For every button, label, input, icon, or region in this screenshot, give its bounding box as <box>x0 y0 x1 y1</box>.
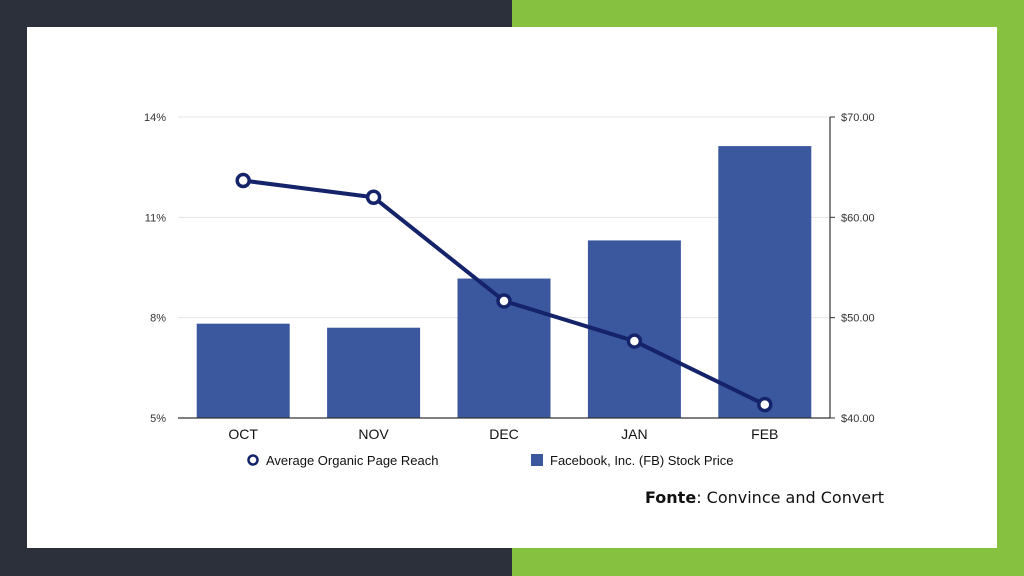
y-left-tick-label: 11% <box>145 212 166 224</box>
y-right-tick-label: $60.00 <box>841 212 875 224</box>
legend-line-label: Average Organic Page Reach <box>266 453 438 468</box>
line-point <box>757 396 773 413</box>
x-tick-label: OCT <box>228 426 258 442</box>
x-tick-label: DEC <box>489 426 519 442</box>
line-point <box>365 189 382 206</box>
source-caption: Fonte: Convince and Convert <box>645 488 884 507</box>
line-point <box>235 172 251 189</box>
legend-bar-label: Facebook, Inc. (FB) Stock Price <box>550 453 734 468</box>
bar <box>327 327 421 418</box>
y-left-tick-label: 5% <box>150 413 166 425</box>
source-text: : Convince and Convert <box>696 488 884 507</box>
slide-card: 14% 11% 8% 5% $70.00 $60.00 $50.00 $40.00 OCT NOV… <box>27 27 997 548</box>
y-left-tick-label: 8% <box>150 313 166 325</box>
bar <box>587 240 681 418</box>
y-right-tick-label: $40.00 <box>841 413 875 425</box>
legend-bar-marker <box>531 454 543 466</box>
legend-line-marker <box>247 454 259 466</box>
y-left-tick-label: 14% <box>144 112 166 124</box>
combo-chart: 14% 11% 8% 5% $70.00 $60.00 $50.00 $40.00 OCT NOV… <box>144 112 875 468</box>
line-point <box>626 333 643 349</box>
x-tick-label: FEB <box>751 426 778 442</box>
y-right-tick-label: $50.00 <box>841 313 875 325</box>
line-point <box>496 293 512 309</box>
x-tick-label: JAN <box>621 426 647 442</box>
y-right-tick-label: $70.00 <box>841 112 875 124</box>
bar <box>196 323 290 418</box>
x-tick-label: NOV <box>358 426 389 442</box>
bar <box>718 146 812 418</box>
source-label: Fonte <box>645 488 697 507</box>
